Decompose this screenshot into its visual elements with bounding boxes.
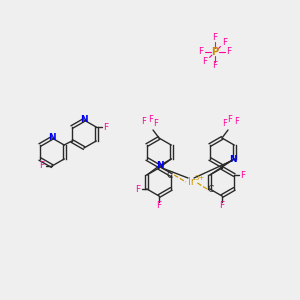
Text: N: N xyxy=(80,115,88,124)
Text: C: C xyxy=(208,184,214,194)
Text: C: C xyxy=(167,170,173,179)
Text: N: N xyxy=(229,154,237,164)
Text: N: N xyxy=(48,133,56,142)
Text: F: F xyxy=(103,122,109,131)
Text: N: N xyxy=(156,161,164,170)
Text: F: F xyxy=(135,184,140,194)
Text: P: P xyxy=(212,47,219,57)
Text: 3+: 3+ xyxy=(195,175,205,181)
Text: F: F xyxy=(212,61,217,70)
Text: F: F xyxy=(156,202,162,211)
Text: F: F xyxy=(39,161,45,170)
Text: F: F xyxy=(228,116,232,124)
Text: F: F xyxy=(223,119,227,128)
Text: F: F xyxy=(198,47,204,56)
Text: F: F xyxy=(226,47,232,56)
Text: F: F xyxy=(219,202,225,211)
Text: Ir: Ir xyxy=(188,177,194,187)
Text: F: F xyxy=(212,34,217,43)
Text: F: F xyxy=(222,38,227,46)
Text: F: F xyxy=(241,170,246,179)
Text: F: F xyxy=(148,116,153,124)
Text: F: F xyxy=(154,119,158,128)
Text: F: F xyxy=(142,118,146,127)
Text: F: F xyxy=(235,118,239,127)
Text: F: F xyxy=(202,57,208,66)
